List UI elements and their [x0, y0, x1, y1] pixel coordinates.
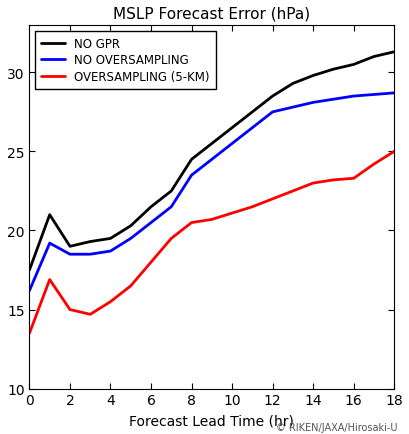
NO OVERSAMPLING — [371, 92, 375, 98]
OVERSAMPLING (5-KM) — [330, 178, 335, 183]
NO GPR — [88, 240, 92, 245]
NO GPR — [270, 94, 274, 99]
OVERSAMPLING (5-KM) — [148, 260, 153, 265]
Line: NO GPR: NO GPR — [29, 53, 393, 270]
Title: MSLP Forecast Error (hPa): MSLP Forecast Error (hPa) — [113, 7, 310, 22]
NO OVERSAMPLING — [189, 173, 193, 178]
NO OVERSAMPLING — [67, 252, 72, 257]
X-axis label: Forecast Lead Time (hr): Forecast Lead Time (hr) — [129, 413, 294, 427]
NO OVERSAMPLING — [249, 126, 254, 131]
NO GPR — [371, 55, 375, 60]
NO GPR — [148, 205, 153, 210]
NO GPR — [310, 74, 315, 79]
NO GPR — [249, 110, 254, 115]
NO OVERSAMPLING — [330, 97, 335, 102]
NO OVERSAMPLING — [169, 205, 173, 210]
Line: OVERSAMPLING (5-KM): OVERSAMPLING (5-KM) — [29, 152, 393, 333]
NO GPR — [189, 158, 193, 163]
NO OVERSAMPLING — [148, 220, 153, 226]
OVERSAMPLING (5-KM) — [270, 197, 274, 202]
NO OVERSAMPLING — [27, 288, 32, 293]
Line: NO OVERSAMPLING: NO OVERSAMPLING — [29, 94, 393, 291]
NO GPR — [330, 67, 335, 72]
NO OVERSAMPLING — [270, 110, 274, 115]
NO OVERSAMPLING — [209, 158, 214, 163]
NO GPR — [351, 62, 355, 68]
NO OVERSAMPLING — [391, 91, 396, 96]
OVERSAMPLING (5-KM) — [391, 149, 396, 155]
NO GPR — [128, 224, 133, 229]
NO GPR — [47, 213, 52, 218]
OVERSAMPLING (5-KM) — [27, 331, 32, 336]
OVERSAMPLING (5-KM) — [209, 217, 214, 223]
OVERSAMPLING (5-KM) — [249, 205, 254, 210]
NO OVERSAMPLING — [47, 241, 52, 246]
NO OVERSAMPLING — [88, 252, 92, 257]
NO GPR — [229, 126, 234, 131]
NO OVERSAMPLING — [128, 236, 133, 241]
NO GPR — [67, 244, 72, 250]
NO OVERSAMPLING — [290, 105, 294, 111]
OVERSAMPLING (5-KM) — [128, 283, 133, 289]
OVERSAMPLING (5-KM) — [310, 181, 315, 186]
OVERSAMPLING (5-KM) — [67, 307, 72, 312]
OVERSAMPLING (5-KM) — [108, 299, 112, 305]
OVERSAMPLING (5-KM) — [47, 277, 52, 283]
NO GPR — [391, 50, 396, 55]
OVERSAMPLING (5-KM) — [290, 189, 294, 194]
OVERSAMPLING (5-KM) — [88, 312, 92, 317]
NO OVERSAMPLING — [229, 141, 234, 147]
OVERSAMPLING (5-KM) — [351, 176, 355, 181]
NO OVERSAMPLING — [108, 249, 112, 254]
NO OVERSAMPLING — [310, 101, 315, 106]
Legend: NO GPR, NO OVERSAMPLING, OVERSAMPLING (5-KM): NO GPR, NO OVERSAMPLING, OVERSAMPLING (5… — [35, 32, 215, 89]
Text: © RIKEN/JAXA/Hirosaki-U: © RIKEN/JAXA/Hirosaki-U — [276, 422, 397, 432]
NO GPR — [209, 141, 214, 147]
OVERSAMPLING (5-KM) — [229, 211, 234, 216]
NO OVERSAMPLING — [351, 94, 355, 99]
NO GPR — [290, 82, 294, 87]
NO GPR — [108, 236, 112, 241]
OVERSAMPLING (5-KM) — [189, 220, 193, 226]
NO GPR — [27, 268, 32, 273]
OVERSAMPLING (5-KM) — [371, 162, 375, 167]
OVERSAMPLING (5-KM) — [169, 236, 173, 241]
NO GPR — [169, 189, 173, 194]
